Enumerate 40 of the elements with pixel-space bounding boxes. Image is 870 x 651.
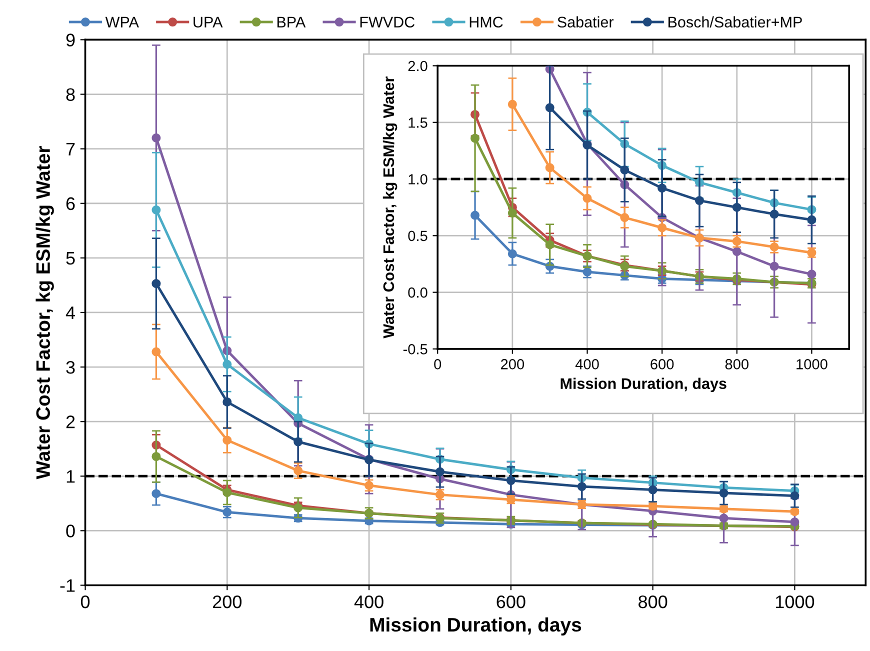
x-axis-title: Mission Duration, days (560, 378, 726, 392)
y-tick-label: -0.5 (403, 344, 428, 354)
y-axis-title: Water Cost Factor, kg ESM/kg Water (382, 76, 398, 338)
legend-label: Sabatier (558, 16, 614, 28)
y-tick-label: -1 (60, 579, 75, 592)
x-tick-label: 200 (212, 595, 242, 608)
x-tick-label: 200 (501, 359, 524, 370)
legend-label: FWVDC (360, 16, 415, 28)
y-tick-label: 7 (66, 142, 75, 156)
x-tick-label: 800 (725, 359, 748, 370)
x-axis-title: Mission Duration, days (370, 617, 582, 636)
legend-label: BPA (277, 16, 306, 28)
x-tick-label: 0 (80, 595, 90, 608)
y-tick-label: 3 (66, 360, 75, 374)
y-tick-label: 8 (66, 88, 75, 101)
legend-label: WPA (105, 16, 139, 28)
x-tick-label: 400 (575, 359, 599, 370)
y-tick-label: 2.0 (408, 60, 428, 72)
x-tick-label: 1000 (796, 359, 828, 370)
legend-label: UPA (194, 16, 223, 28)
y-tick-label: 4 (66, 306, 76, 320)
y-tick-label: 0.5 (408, 230, 428, 242)
x-tick-label: 600 (650, 359, 674, 370)
y-tick-label: 0 (66, 524, 75, 538)
y-tick-label: 9 (66, 34, 75, 46)
y-tick-label: 2 (66, 416, 75, 428)
legend-label: Bosch/Sabatier+MP (668, 16, 802, 28)
y-tick-label: 6 (66, 197, 75, 210)
y-tick-label: 5 (66, 252, 75, 265)
y-tick-label: 1.5 (408, 118, 428, 128)
y-tick-label: 1.0 (408, 174, 428, 184)
legend-label: HMC (470, 16, 503, 28)
y-tick-label: 0.0 (408, 287, 428, 298)
x-tick-label: 800 (638, 595, 668, 608)
y-axis-title: Water Cost Factor, kg ESM/kg Water (36, 146, 54, 480)
x-tick-label: 1000 (776, 595, 814, 608)
x-tick-label: 0 (434, 359, 442, 370)
x-tick-label: 400 (354, 595, 384, 608)
x-tick-label: 600 (496, 595, 526, 608)
y-tick-label: 1 (66, 470, 75, 483)
